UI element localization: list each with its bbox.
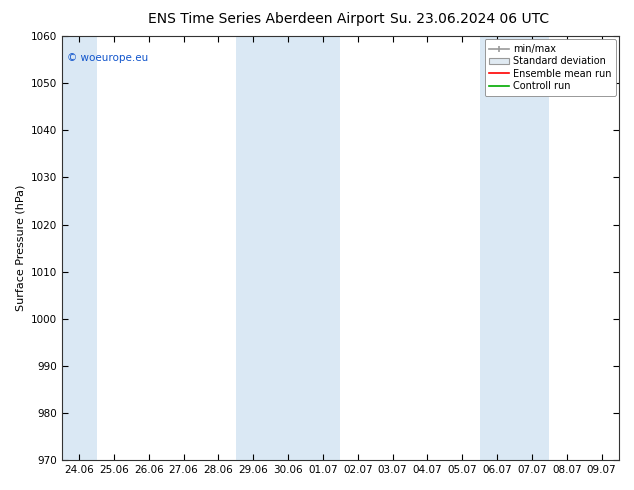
Bar xyxy=(61,36,96,460)
Text: ENS Time Series Aberdeen Airport: ENS Time Series Aberdeen Airport xyxy=(148,12,385,26)
Y-axis label: Surface Pressure (hPa): Surface Pressure (hPa) xyxy=(15,185,25,311)
Bar xyxy=(236,36,340,460)
Text: © woeurope.eu: © woeurope.eu xyxy=(67,53,148,63)
Text: Su. 23.06.2024 06 UTC: Su. 23.06.2024 06 UTC xyxy=(390,12,548,26)
Legend: min/max, Standard deviation, Ensemble mean run, Controll run: min/max, Standard deviation, Ensemble me… xyxy=(484,39,616,96)
Bar xyxy=(480,36,549,460)
